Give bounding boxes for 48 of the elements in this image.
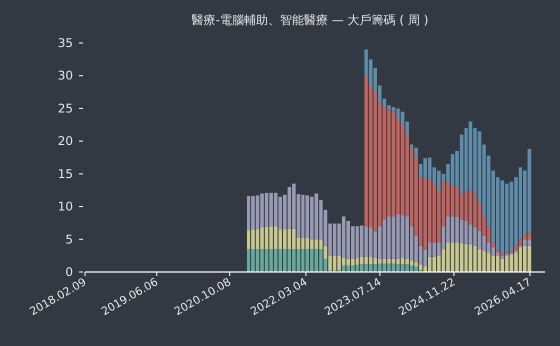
bar [500, 258, 504, 272]
bar [305, 195, 310, 238]
bar [522, 246, 527, 272]
bar [274, 192, 278, 226]
bar [518, 239, 522, 246]
bar [432, 184, 436, 243]
bar [522, 234, 527, 240]
y-tick-label: 20 [58, 134, 73, 148]
bar [282, 249, 287, 272]
chart-title: 醫療-電腦輔助、智能醫療 — 大戶籌碼 ( 周 ) [192, 13, 428, 27]
y-tick-label: 15 [58, 166, 73, 181]
bar [432, 242, 436, 257]
bar [346, 258, 350, 266]
bar [496, 249, 500, 252]
bar [414, 148, 418, 158]
bar [464, 220, 468, 244]
bar [491, 242, 496, 248]
bar [251, 229, 255, 250]
bar [378, 258, 382, 264]
bar [500, 180, 504, 254]
bar [514, 246, 518, 250]
y-tick-label: 25 [58, 101, 73, 116]
bar [468, 224, 472, 245]
bar [522, 239, 527, 246]
y-tick-label: 10 [58, 200, 73, 214]
bar [500, 253, 504, 256]
bar [500, 256, 504, 259]
bar [282, 229, 287, 250]
bar [251, 196, 255, 230]
bar [251, 249, 255, 272]
bar [378, 263, 382, 272]
bar [274, 226, 278, 250]
bar [305, 238, 310, 250]
bar [468, 244, 472, 272]
bar [464, 192, 468, 221]
y-tick-label: 5 [65, 232, 73, 246]
y-tick-label: 30 [58, 68, 73, 83]
bar [432, 256, 436, 272]
bar [346, 220, 350, 259]
bar [410, 144, 414, 148]
bar [274, 249, 278, 272]
bar [464, 244, 468, 272]
bar [468, 190, 472, 224]
bar [491, 256, 496, 272]
bar [468, 122, 472, 190]
y-tick-label: 0 [65, 265, 73, 279]
y-tick-label: 35 [58, 36, 73, 50]
bar [305, 249, 310, 272]
